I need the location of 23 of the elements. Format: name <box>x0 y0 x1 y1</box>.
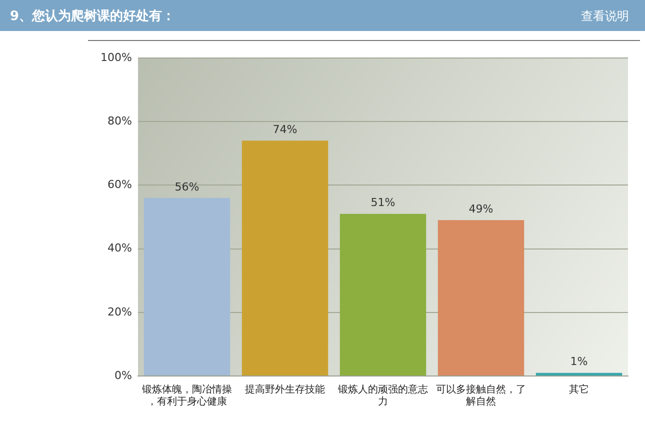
y-tick-label: 80% <box>108 114 132 128</box>
x-tick-label: 锻炼体魄，陶冶情操，有利于身心健康 <box>141 384 232 408</box>
y-tick-label: 40% <box>108 242 132 255</box>
data-label: 49% <box>468 202 494 216</box>
bar <box>536 372 622 376</box>
data-label: 1% <box>570 355 588 368</box>
bar <box>340 214 426 376</box>
y-tick-label: 0% <box>114 368 132 382</box>
data-label: 51% <box>370 196 396 210</box>
data-label: 56% <box>174 180 200 194</box>
bar <box>438 220 524 376</box>
y-tick-label: 20% <box>108 305 132 318</box>
x-tick-label: 提高野外生存技能 <box>245 384 325 396</box>
x-tick-label: 可以多接触自然，了解自然 <box>436 384 526 408</box>
data-label: 74% <box>272 123 298 136</box>
bar <box>242 140 328 376</box>
text: 查看说明 <box>581 9 629 23</box>
x-tick-label: 锻炼人的顽强的意志力 <box>337 384 428 408</box>
bar <box>144 198 230 376</box>
y-tick-label: 60% <box>108 178 132 192</box>
x-tick-label: 其它 <box>569 384 589 396</box>
y-tick-label: 100% <box>100 50 132 64</box>
chart-title: 9、您认为爬树课的好处有： <box>10 8 176 25</box>
